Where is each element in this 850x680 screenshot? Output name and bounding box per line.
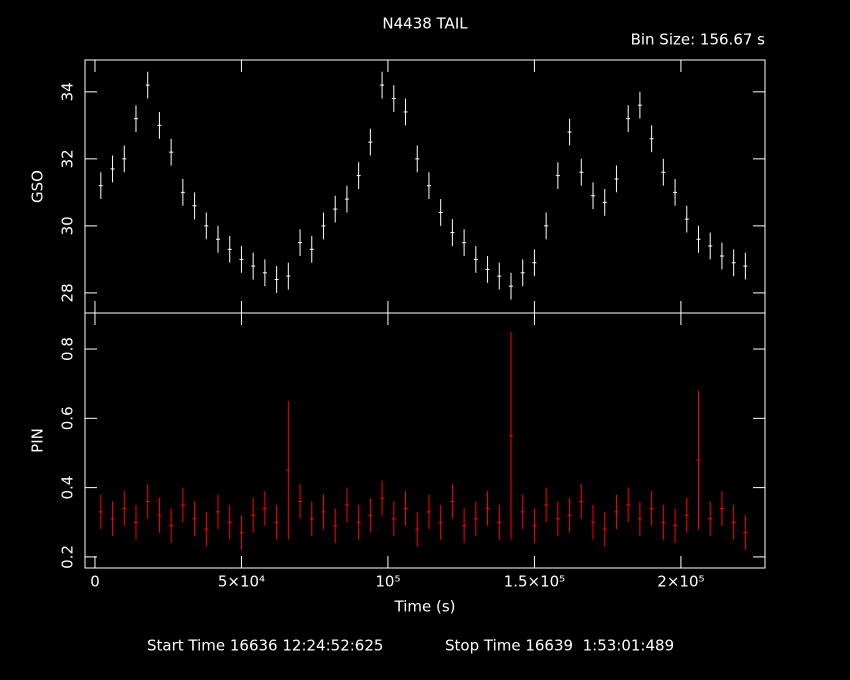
x-tick-label: 10⁵ — [375, 573, 400, 591]
y-tick-label: 0.6 — [59, 406, 77, 430]
y-tick-label: 0.2 — [59, 545, 77, 569]
y-tick-label: 32 — [59, 149, 77, 168]
x-tick-label: 5×10⁴ — [218, 573, 265, 591]
x-tick-label: 2×10⁵ — [657, 573, 704, 591]
y-tick-label: 0.4 — [59, 476, 77, 500]
start-time: Start Time 16636 12:24:52:625 — [147, 637, 383, 655]
y-tick-label: 28 — [59, 283, 77, 302]
y-axis-label: PIN — [29, 428, 47, 453]
x-tick-label: 1.5×10⁵ — [504, 573, 566, 591]
y-tick-label: 0.8 — [59, 337, 77, 361]
bin-size: Bin Size: 156.67 s — [631, 31, 766, 49]
x-axis-label: Time (s) — [394, 598, 456, 616]
y-tick-label: 30 — [59, 216, 77, 235]
y-tick-label: 34 — [59, 82, 77, 101]
plot-frame — [84, 312, 766, 569]
chart-title: N4438 TAIL — [382, 15, 468, 33]
stop-time: Stop Time 16639 1:53:01:489 — [445, 637, 674, 655]
y-axis-label: GSO — [29, 170, 47, 203]
plot-frame — [84, 59, 766, 314]
x-tick-label: 0 — [90, 573, 100, 591]
